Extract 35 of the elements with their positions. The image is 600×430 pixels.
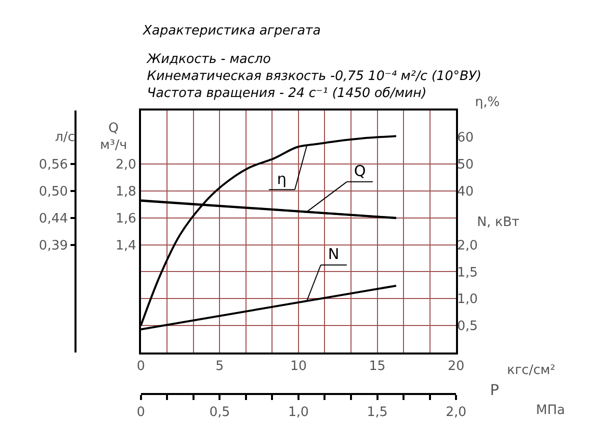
x-tick-label: 20 <box>448 359 464 374</box>
y2-tick-label: 60 <box>457 130 474 146</box>
y-tick-label: 1,4 <box>116 238 136 254</box>
y3-axis-title: N, кВт <box>477 215 520 230</box>
x-tick-label: 15 <box>368 359 386 374</box>
y-tick-label: 0,44 <box>38 212 68 226</box>
y-tick-label: 0,50 <box>38 184 68 200</box>
y-tick-label: 0,39 <box>38 238 68 254</box>
series-label: η <box>277 170 287 188</box>
y-tick-label: 1,8 <box>116 184 136 200</box>
x-axis-title: кгс/см² <box>507 363 556 378</box>
x2-tick-label: 1,0 <box>288 404 309 420</box>
text: Q <box>354 162 366 180</box>
y3-tick-label: 1,0 <box>457 292 478 308</box>
x-tick-label: 5 <box>216 359 224 374</box>
y-tick-label: 0,56 <box>38 158 68 173</box>
x-tick-label: 0 <box>136 359 146 374</box>
x2-tick-label: 1,5 <box>366 404 388 420</box>
x2-tick-label: 0,5 <box>209 404 230 420</box>
text: N <box>328 245 340 263</box>
x2-tick-label: 0 <box>136 404 146 420</box>
y3-tick-label: 1,5 <box>457 265 478 280</box>
x-tick-label: 10 <box>290 359 307 374</box>
y-axis-title: Q м³/ч <box>100 121 128 153</box>
x2-axis-title: МПа <box>536 403 565 418</box>
y2-tick-label: 50 <box>457 158 474 173</box>
chart-title: Характеристика агрегата <box>142 24 321 39</box>
text: P <box>490 381 500 399</box>
x2-tick-label: 2,0 <box>446 404 466 420</box>
y-tick-label: 1,6 <box>116 211 136 226</box>
y-axis-title: л/с <box>55 130 75 145</box>
y-tick-label: 2,0 <box>116 158 136 173</box>
y2-axis-title: η,% <box>475 95 500 110</box>
y3-tick-label: 0,5 <box>457 319 478 334</box>
y3-tick-label: 2,0 <box>457 238 478 254</box>
